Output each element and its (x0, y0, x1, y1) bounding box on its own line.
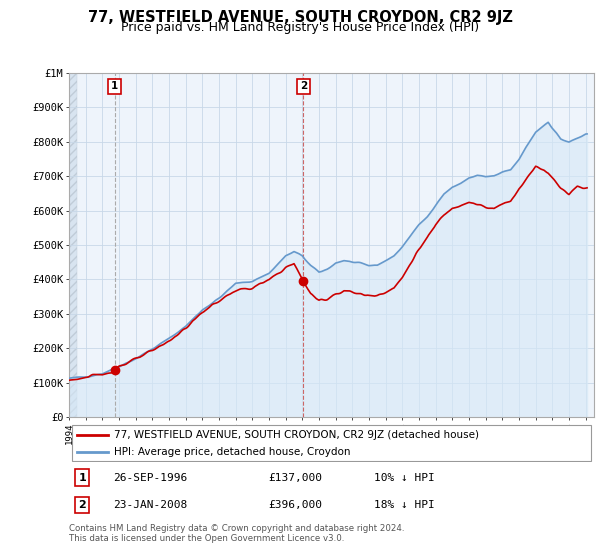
Text: 18% ↓ HPI: 18% ↓ HPI (373, 500, 434, 510)
Text: 2: 2 (300, 81, 307, 91)
Text: HPI: Average price, detached house, Croydon: HPI: Average price, detached house, Croy… (113, 447, 350, 457)
Text: 10% ↓ HPI: 10% ↓ HPI (373, 473, 434, 483)
Text: 2: 2 (78, 500, 86, 510)
Text: £396,000: £396,000 (269, 500, 323, 510)
Text: £137,000: £137,000 (269, 473, 323, 483)
Text: 77, WESTFIELD AVENUE, SOUTH CROYDON, CR2 9JZ (detached house): 77, WESTFIELD AVENUE, SOUTH CROYDON, CR2… (113, 430, 479, 440)
FancyBboxPatch shape (71, 424, 592, 461)
Text: 23-JAN-2008: 23-JAN-2008 (113, 500, 188, 510)
Text: 77, WESTFIELD AVENUE, SOUTH CROYDON, CR2 9JZ: 77, WESTFIELD AVENUE, SOUTH CROYDON, CR2… (88, 10, 512, 25)
Text: 1: 1 (78, 473, 86, 483)
Text: Price paid vs. HM Land Registry's House Price Index (HPI): Price paid vs. HM Land Registry's House … (121, 21, 479, 34)
Text: 26-SEP-1996: 26-SEP-1996 (113, 473, 188, 483)
Text: Contains HM Land Registry data © Crown copyright and database right 2024.
This d: Contains HM Land Registry data © Crown c… (69, 524, 404, 543)
Text: 1: 1 (111, 81, 118, 91)
Polygon shape (69, 73, 77, 417)
